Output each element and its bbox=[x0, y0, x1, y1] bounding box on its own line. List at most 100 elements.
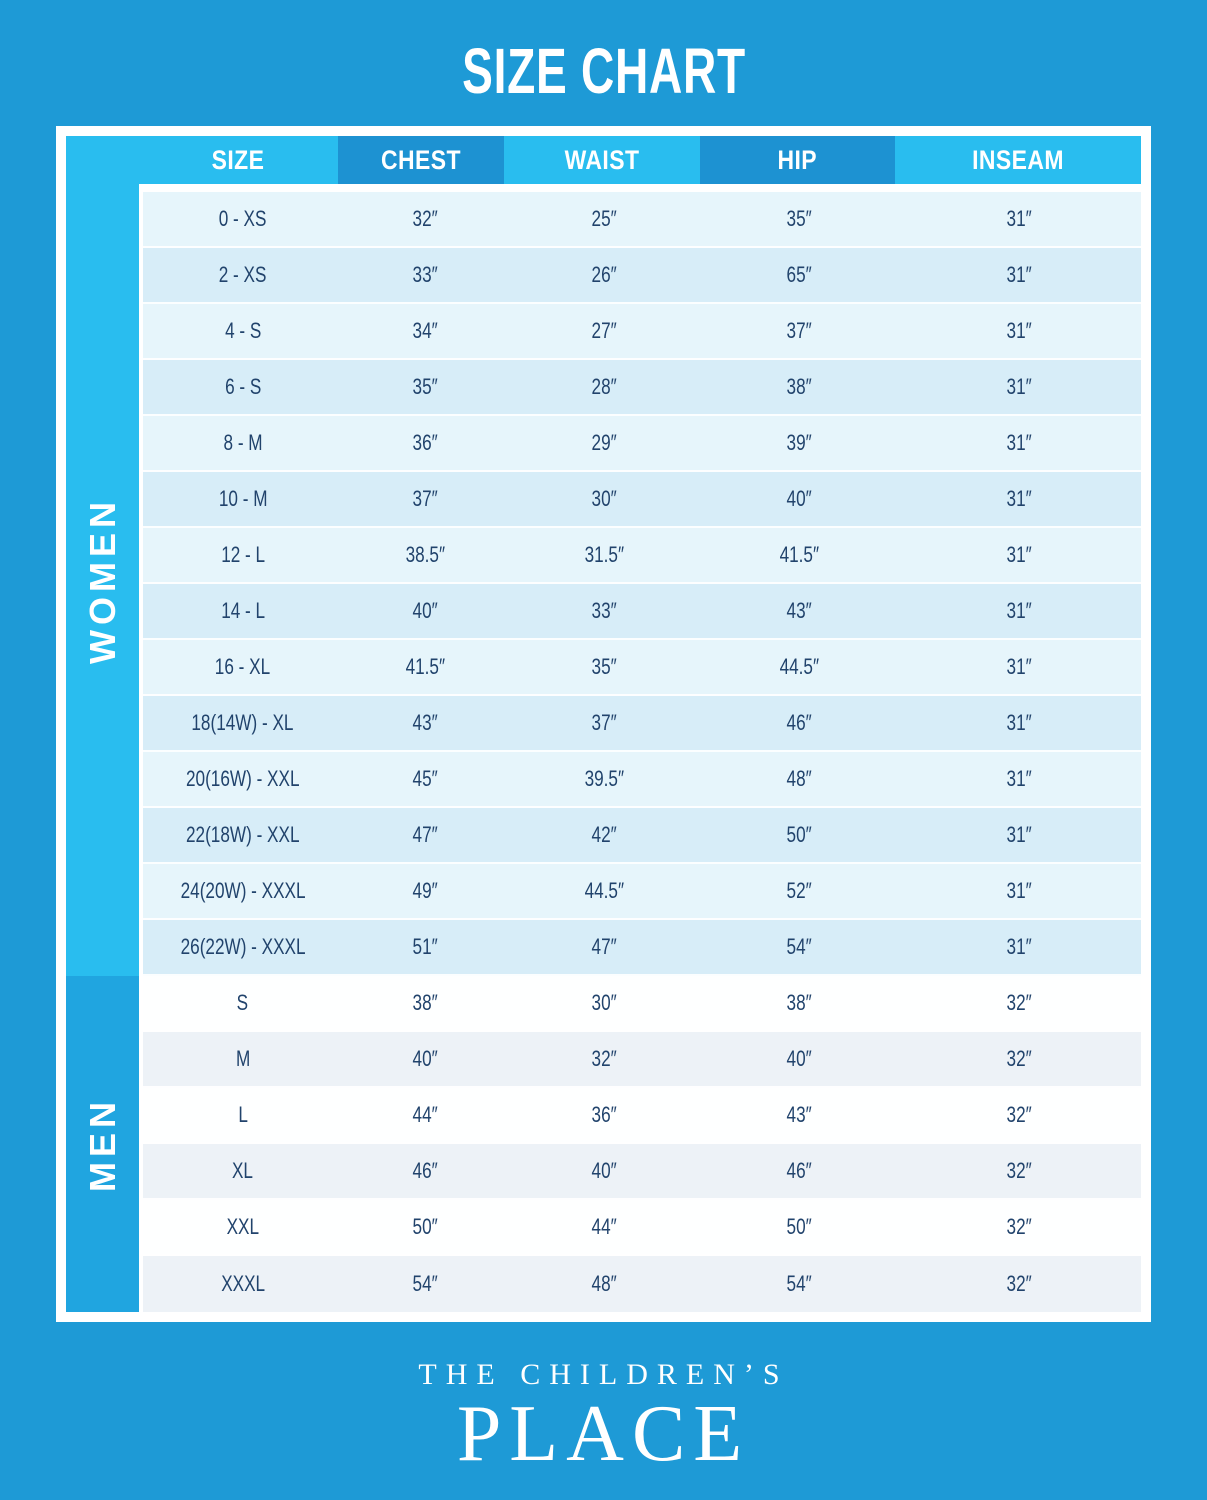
cell-value: 42″ bbox=[591, 822, 618, 847]
column-header-label: WAIST bbox=[564, 144, 640, 175]
cell-value: 43″ bbox=[786, 1102, 812, 1127]
cell-value: 8 - M bbox=[223, 430, 263, 455]
cell-value: 31″ bbox=[1006, 486, 1032, 511]
column-header-label: INSEAM bbox=[972, 144, 1065, 175]
cell-value: 25″ bbox=[591, 206, 618, 231]
cell-chest: 40″ bbox=[343, 584, 508, 638]
cell-size: 22(18W) - XXL bbox=[143, 808, 343, 862]
cell-size: XXL bbox=[143, 1200, 343, 1254]
cell-inseam: 31″ bbox=[896, 864, 1141, 918]
cell-inseam: 31″ bbox=[896, 528, 1141, 582]
cell-hip: 41.5″ bbox=[702, 528, 897, 582]
cell-value: 33″ bbox=[591, 598, 618, 623]
cell-inseam: 32″ bbox=[896, 1032, 1141, 1086]
cell-hip: 43″ bbox=[702, 1088, 897, 1142]
section-sidebar: WOMEN MEN bbox=[66, 184, 139, 1312]
cell-value: 43″ bbox=[786, 598, 812, 623]
cell-size: XL bbox=[143, 1144, 343, 1198]
cell-hip: 54″ bbox=[702, 920, 897, 974]
table-row: M 40″ 32″ 40″ 32″ bbox=[143, 1032, 1141, 1088]
cell-value: 38″ bbox=[786, 990, 812, 1015]
column-header-inseam: INSEAM bbox=[895, 136, 1141, 184]
cell-inseam: 31″ bbox=[896, 416, 1141, 470]
table-row: 8 - M 36″ 29″ 39″ 31″ bbox=[143, 416, 1141, 472]
cell-value: 31″ bbox=[1006, 822, 1032, 847]
cell-chest: 51″ bbox=[343, 920, 508, 974]
cell-size: XXXL bbox=[143, 1256, 343, 1312]
cell-waist: 47″ bbox=[507, 920, 702, 974]
cell-hip: 52″ bbox=[702, 864, 897, 918]
size-chart-table: SIZE CHEST WAIST HIP INSEAM WOMEN MEN 0 - XS… bbox=[56, 126, 1151, 1322]
cell-hip: 38″ bbox=[702, 360, 897, 414]
table-rows: 0 - XS 32″ 25″ 35″ 31″ 2 - XS 33″ 26″ 65″ 31″ 4 - … bbox=[139, 184, 1141, 1312]
cell-hip: 39″ bbox=[702, 416, 897, 470]
cell-waist: 28″ bbox=[507, 360, 702, 414]
cell-value: 30″ bbox=[591, 486, 618, 511]
cell-value: 50″ bbox=[786, 1214, 812, 1239]
cell-chest: 32″ bbox=[343, 192, 508, 246]
cell-inseam: 32″ bbox=[896, 1256, 1141, 1312]
cell-hip: 65″ bbox=[702, 248, 897, 302]
column-header-label: CHEST bbox=[381, 144, 462, 175]
cell-value: L bbox=[238, 1102, 248, 1127]
cell-hip: 40″ bbox=[702, 1032, 897, 1086]
cell-value: 31″ bbox=[1006, 262, 1032, 287]
cell-value: 35″ bbox=[786, 206, 812, 231]
cell-size: 6 - S bbox=[143, 360, 343, 414]
cell-value: 39.5″ bbox=[584, 766, 625, 791]
cell-chest: 54″ bbox=[343, 1256, 508, 1312]
cell-inseam: 31″ bbox=[896, 248, 1141, 302]
cell-value: M bbox=[235, 1046, 250, 1071]
cell-value: 37″ bbox=[412, 486, 438, 511]
cell-chest: 44″ bbox=[343, 1088, 508, 1142]
page-title: SIZE CHART bbox=[0, 0, 1207, 110]
cell-hip: 50″ bbox=[702, 1200, 897, 1254]
cell-value: 43″ bbox=[412, 710, 438, 735]
header-corner-spacer bbox=[66, 136, 138, 184]
cell-value: 35″ bbox=[591, 654, 618, 679]
cell-value: 46″ bbox=[412, 1158, 438, 1183]
cell-value: 40″ bbox=[786, 1046, 812, 1071]
cell-value: 10 - M bbox=[218, 486, 268, 511]
cell-size: 0 - XS bbox=[143, 192, 343, 246]
cell-value: 26(22W) - XXXL bbox=[180, 934, 306, 959]
cell-value: 31″ bbox=[1006, 542, 1032, 567]
table-row: 20(16W) - XXL 45″ 39.5″ 48″ 31″ bbox=[143, 752, 1141, 808]
cell-waist: 30″ bbox=[507, 472, 702, 526]
cell-value: XXXL bbox=[220, 1271, 265, 1296]
cell-hip: 50″ bbox=[702, 808, 897, 862]
cell-inseam: 32″ bbox=[896, 976, 1141, 1030]
cell-inseam: 31″ bbox=[896, 752, 1141, 806]
cell-value: 31″ bbox=[1006, 430, 1032, 455]
cell-value: 22(18W) - XXL bbox=[186, 822, 300, 847]
cell-hip: 54″ bbox=[702, 1256, 897, 1312]
cell-value: 37″ bbox=[591, 710, 618, 735]
cell-chest: 46″ bbox=[343, 1144, 508, 1198]
cell-hip: 44.5″ bbox=[702, 640, 897, 694]
cell-value: 4 - S bbox=[224, 318, 261, 343]
cell-chest: 45″ bbox=[343, 752, 508, 806]
cell-value: 45″ bbox=[412, 766, 438, 791]
page-title-text: SIZE CHART bbox=[461, 35, 746, 107]
cell-chest: 47″ bbox=[343, 808, 508, 862]
cell-chest: 33″ bbox=[343, 248, 508, 302]
cell-inseam: 31″ bbox=[896, 472, 1141, 526]
cell-value: 49″ bbox=[412, 878, 438, 903]
cell-value: 38″ bbox=[786, 374, 812, 399]
cell-value: 31.5″ bbox=[584, 542, 625, 567]
cell-value: 31″ bbox=[1006, 598, 1032, 623]
cell-value: 32″ bbox=[412, 206, 438, 231]
cell-waist: 33″ bbox=[507, 584, 702, 638]
cell-chest: 34″ bbox=[343, 304, 508, 358]
table-body: WOMEN MEN 0 - XS 32″ 25″ 35″ 31″ 2 - XS 33″ 26″… bbox=[66, 184, 1141, 1312]
cell-value: 31″ bbox=[1006, 654, 1032, 679]
cell-inseam: 31″ bbox=[896, 584, 1141, 638]
cell-value: 27″ bbox=[591, 318, 618, 343]
cell-chest: 37″ bbox=[343, 472, 508, 526]
cell-size: 16 - XL bbox=[143, 640, 343, 694]
cell-chest: 36″ bbox=[343, 416, 508, 470]
table-row: 2 - XS 33″ 26″ 65″ 31″ bbox=[143, 248, 1141, 304]
cell-value: 47″ bbox=[412, 822, 438, 847]
cell-chest: 41.5″ bbox=[343, 640, 508, 694]
